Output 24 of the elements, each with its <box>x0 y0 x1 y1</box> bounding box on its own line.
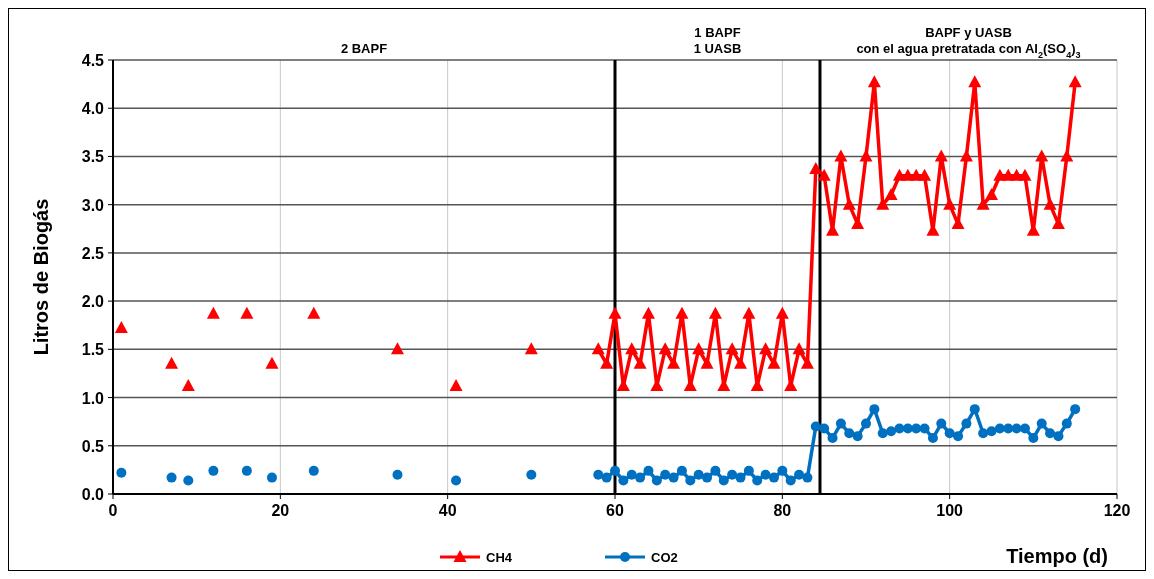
y-tick-label: 2.5 <box>81 244 105 262</box>
y-tick-label: 4.0 <box>81 100 105 118</box>
y-tick-label: 0.0 <box>81 486 105 503</box>
x-tick-label: 40 <box>438 502 457 519</box>
annotation: BAPF y UASB con el agua pretratada con Al$_{2}$(SO$_{4}$)$_{3}$ <box>856 25 1081 60</box>
y-tick-label: 4.5 <box>81 52 105 69</box>
x-tick-label: 120 <box>1103 502 1131 519</box>
x-axis-title: Tiempo (d) <box>1006 545 1108 567</box>
legend-label: CH4 <box>486 550 513 565</box>
y-tick-label: 1.5 <box>81 341 105 359</box>
y-tick-label: 3.5 <box>81 148 105 166</box>
x-tick-label: 20 <box>271 502 290 519</box>
y-tick-label: 1.0 <box>81 389 105 407</box>
y-tick-label: 3.0 <box>81 196 105 214</box>
y-tick-label: 0.5 <box>81 437 105 455</box>
x-tick-label: 100 <box>936 502 964 519</box>
y-axis-title: Litros de Biogás <box>30 198 52 356</box>
legend-label: CO2 <box>651 550 678 565</box>
x-tick-label: 80 <box>773 502 792 519</box>
y-tick-label: 2.0 <box>81 293 105 311</box>
x-tick-label: 60 <box>606 502 624 519</box>
x-tick-label: 0 <box>108 502 118 519</box>
text: 2 BAPF <box>340 41 388 56</box>
text: 1 BAPF 1 UASB <box>693 25 742 56</box>
